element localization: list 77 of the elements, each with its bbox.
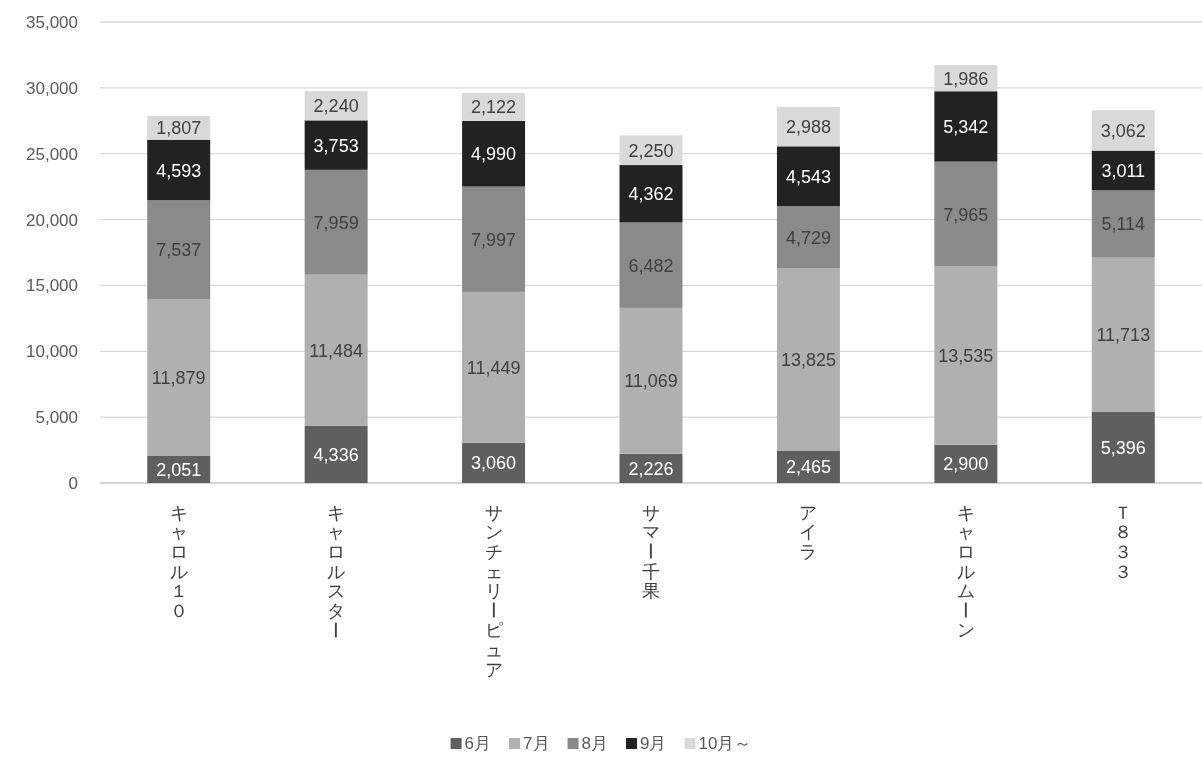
data-label: 4,543: [785, 166, 831, 187]
bar: [304, 274, 368, 426]
bar: [462, 120, 526, 187]
bar: [776, 146, 840, 207]
bar: [934, 91, 998, 162]
data-label: 2,988: [785, 117, 831, 138]
bar: [304, 169, 368, 275]
bar: [776, 268, 840, 451]
bar: [462, 291, 526, 443]
data-label: 2,250: [628, 140, 674, 161]
data-label: 4,362: [628, 184, 674, 205]
y-tick-label: 30,000: [26, 78, 78, 98]
data-label: 2,240: [313, 96, 359, 117]
bar: [304, 425, 368, 483]
data-label: 6,482: [628, 255, 674, 276]
data-label: 5,396: [1100, 437, 1146, 458]
y-tick-label: 0: [68, 474, 78, 493]
data-label: 5,342: [943, 116, 989, 137]
y-tick-label: 10,000: [26, 342, 78, 362]
data-label: 7,997: [471, 229, 517, 250]
y-tick-label: 5,000: [35, 408, 78, 428]
bar: [934, 161, 998, 267]
data-label: 13,825: [780, 349, 836, 370]
data-label: 2,900: [943, 454, 989, 475]
bar: [147, 200, 211, 300]
data-label: 11,484: [309, 340, 363, 361]
y-tick-label: 15,000: [26, 276, 78, 296]
bar: [619, 222, 683, 308]
data-label: 3,753: [313, 135, 359, 156]
legend-label: 10月～: [698, 734, 752, 753]
data-label: 2,465: [785, 457, 831, 478]
data-label: 1,986: [943, 68, 989, 89]
data-label: 11,879: [151, 368, 206, 389]
data-label: 2,226: [628, 458, 674, 479]
y-tick-label: 20,000: [26, 210, 78, 230]
data-label: 4,336: [313, 444, 359, 465]
y-tick-label: 25,000: [26, 144, 78, 164]
bar: [619, 307, 683, 454]
legend-label: 6月: [464, 734, 492, 753]
data-label: 2,122: [471, 97, 517, 118]
data-label: 11,713: [1096, 325, 1151, 346]
bar: [147, 299, 211, 456]
data-label: 1,807: [156, 118, 202, 139]
data-label: 2,051: [156, 459, 202, 480]
category-label: サンチェリーピュア: [482, 502, 503, 680]
x-tick-label: キャロルムーン: [955, 502, 976, 641]
data-label: 4,729: [785, 227, 831, 248]
x-tick-label: キャロルスター: [325, 502, 346, 639]
data-label: 13,535: [938, 346, 994, 367]
data-label: 4,593: [156, 160, 202, 181]
x-tick-label: サマー千果: [640, 502, 661, 602]
data-label: 5,114: [1101, 214, 1146, 235]
x-tick-label: アイラ: [799, 502, 818, 563]
legend-label: 7月: [523, 734, 550, 753]
x-tick-label: キャロル１０: [169, 502, 188, 621]
data-label: 3,011: [1101, 160, 1146, 181]
legend-label: 8月: [581, 734, 609, 753]
bar: [1091, 257, 1155, 412]
data-label: 7,537: [156, 240, 202, 261]
legend-label: 9月: [640, 734, 667, 753]
bar: [462, 186, 526, 292]
bar: [147, 139, 211, 201]
bar: [1091, 190, 1155, 258]
data-label: 4,990: [471, 144, 517, 165]
y-tick-label: 35,000: [26, 13, 78, 32]
bar: [776, 206, 840, 269]
bar: [304, 120, 368, 170]
data-label: 7,959: [313, 212, 359, 233]
bar: [1091, 411, 1155, 483]
data-label: 11,449: [466, 357, 521, 378]
data-label: 7,965: [943, 204, 989, 225]
data-label: 3,062: [1100, 120, 1146, 141]
x-tick-label: Ｔ８３３: [1114, 502, 1133, 582]
data-label: 3,060: [471, 453, 517, 474]
data-label: 11,069: [624, 371, 678, 392]
bar: [619, 165, 683, 223]
bar: [934, 266, 998, 445]
